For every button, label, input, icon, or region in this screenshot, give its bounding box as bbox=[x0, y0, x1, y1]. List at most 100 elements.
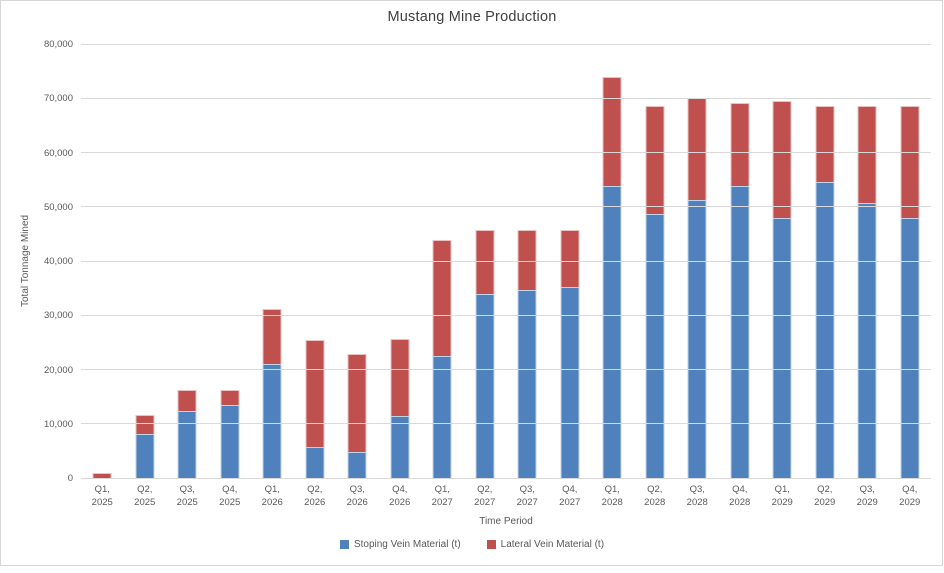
x-tick-label: Q1, 2027 bbox=[431, 484, 453, 508]
bar-segment-stoping-vein bbox=[390, 415, 410, 478]
x-tick-label: Q1, 2025 bbox=[91, 484, 113, 508]
bar-q1-2029 bbox=[772, 44, 792, 478]
gridline-40000 bbox=[81, 260, 931, 262]
bar-slot bbox=[124, 44, 167, 478]
bar-segment-lateral-vein bbox=[92, 472, 112, 478]
bar-segment-lateral-vein bbox=[262, 308, 282, 365]
legend-swatch-stoping-vein bbox=[339, 540, 349, 549]
bar-segment-lateral-vein bbox=[857, 106, 877, 203]
bar-segment-stoping-vein bbox=[347, 451, 367, 478]
bar-slot bbox=[166, 44, 209, 478]
gridline-70000 bbox=[81, 97, 931, 99]
bar-segment-stoping-vein bbox=[900, 217, 920, 478]
gridline-10000 bbox=[81, 423, 931, 425]
legend-swatch-lateral-vein bbox=[486, 540, 496, 549]
gridline-0 bbox=[81, 477, 931, 479]
bar-segment-lateral-vein bbox=[772, 100, 792, 218]
bar-segment-lateral-vein bbox=[305, 339, 325, 448]
legend-item-stoping-vein: Stoping Vein Material (t) bbox=[339, 539, 461, 550]
bar-segment-lateral-vein bbox=[220, 389, 240, 405]
bar-q2-2026 bbox=[305, 44, 325, 478]
bar-segment-stoping-vein bbox=[135, 433, 155, 478]
bars-container bbox=[81, 44, 931, 478]
y-tick-label: 80,000 bbox=[43, 39, 73, 50]
bar-segment-lateral-vein bbox=[390, 339, 410, 416]
bar-slot bbox=[591, 44, 634, 478]
bar-slot bbox=[846, 44, 889, 478]
bar-slot bbox=[634, 44, 677, 478]
bar-slot bbox=[209, 44, 252, 478]
bar-q4-2029 bbox=[900, 44, 920, 478]
bar-segment-lateral-vein bbox=[347, 354, 367, 452]
bar-q1-2026 bbox=[262, 44, 282, 478]
bar-segment-stoping-vein bbox=[857, 202, 877, 478]
y-tick-label: 10,000 bbox=[43, 418, 73, 430]
chart-title: Mustang Mine Production bbox=[387, 9, 557, 25]
x-tick-label: Q4, 2027 bbox=[559, 484, 581, 508]
bar-segment-lateral-vein bbox=[602, 77, 622, 186]
bar-segment-stoping-vein bbox=[687, 200, 707, 478]
y-tick-label: 30,000 bbox=[43, 310, 73, 322]
bar-segment-lateral-vein bbox=[815, 106, 835, 182]
bar-segment-lateral-vein bbox=[135, 415, 155, 434]
bar-q1-2027 bbox=[432, 44, 452, 478]
bar-segment-stoping-vein bbox=[772, 217, 792, 478]
bar-segment-lateral-vein bbox=[475, 229, 495, 294]
bar-q3-2027 bbox=[517, 44, 537, 478]
bar-slot bbox=[421, 44, 464, 478]
bar-segment-lateral-vein bbox=[432, 240, 452, 357]
x-tick-label: Q3, 2026 bbox=[346, 484, 368, 508]
x-tick-label: Q2, 2027 bbox=[474, 484, 496, 508]
y-tick-label: 0 bbox=[67, 473, 73, 484]
bar-segment-stoping-vein bbox=[220, 404, 240, 478]
bar-slot bbox=[676, 44, 719, 478]
bar-segment-lateral-vein bbox=[517, 229, 537, 291]
x-tick-label: Q4, 2029 bbox=[899, 484, 921, 508]
x-axis-tick-labels: Q1, 2025 Q2, 2025 Q3, 2025 Q4, 2025 Q1, 2026 Q2, 20… bbox=[81, 483, 931, 509]
bar-segment-stoping-vein bbox=[262, 364, 282, 478]
bar-q3-2029 bbox=[857, 44, 877, 478]
legend-label: Stoping Vein Material (t) bbox=[353, 539, 461, 550]
bar-q4-2028 bbox=[730, 44, 750, 478]
bar-segment-lateral-vein bbox=[687, 98, 707, 201]
bar-q2-2029 bbox=[815, 44, 835, 478]
gridline-50000 bbox=[81, 206, 931, 208]
y-tick-label: 70,000 bbox=[43, 93, 73, 105]
x-tick-label: Q1, 2026 bbox=[261, 484, 283, 508]
bar-segment-stoping-vein bbox=[475, 293, 495, 478]
x-tick-label: Q4, 2025 bbox=[219, 484, 241, 508]
gridline-60000 bbox=[81, 152, 931, 153]
bar-segment-stoping-vein bbox=[177, 411, 197, 478]
bar-slot bbox=[719, 44, 762, 478]
x-tick-label: Q3, 2028 bbox=[686, 484, 708, 508]
bar-segment-stoping-vein bbox=[517, 290, 537, 478]
bar-slot bbox=[761, 44, 804, 478]
bar-segment-lateral-vein bbox=[900, 106, 920, 218]
bar-slot bbox=[294, 44, 337, 478]
bar-segment-stoping-vein bbox=[645, 214, 665, 478]
bar-slot bbox=[889, 44, 932, 478]
x-tick-label: Q2, 2026 bbox=[304, 484, 326, 508]
legend-item-lateral-vein: Lateral Vein Material (t) bbox=[486, 539, 604, 550]
bar-q3-2025 bbox=[177, 44, 197, 478]
x-tick-label: Q3, 2025 bbox=[176, 484, 198, 508]
bar-segment-lateral-vein bbox=[177, 389, 197, 412]
x-tick-label: Q4, 2028 bbox=[729, 484, 751, 508]
bar-segment-stoping-vein bbox=[815, 181, 835, 478]
x-tick-label: Q4, 2026 bbox=[389, 484, 411, 508]
bar-segment-stoping-vein bbox=[730, 185, 750, 478]
gridline-80000 bbox=[81, 43, 931, 45]
bar-slot bbox=[464, 44, 507, 478]
bar-q1-2028 bbox=[602, 44, 622, 478]
gridline-30000 bbox=[81, 314, 931, 316]
bar-slot bbox=[804, 44, 847, 478]
bar-q3-2028 bbox=[687, 44, 707, 478]
x-tick-label: Q2, 2029 bbox=[814, 484, 836, 508]
y-tick-label: 40,000 bbox=[43, 256, 73, 267]
bar-slot bbox=[336, 44, 379, 478]
y-tick-label: 60,000 bbox=[43, 147, 73, 159]
bar-q2-2028 bbox=[645, 44, 665, 478]
bar-slot bbox=[379, 44, 422, 478]
bar-segment-lateral-vein bbox=[730, 102, 750, 186]
bar-q3-2026 bbox=[347, 44, 367, 478]
